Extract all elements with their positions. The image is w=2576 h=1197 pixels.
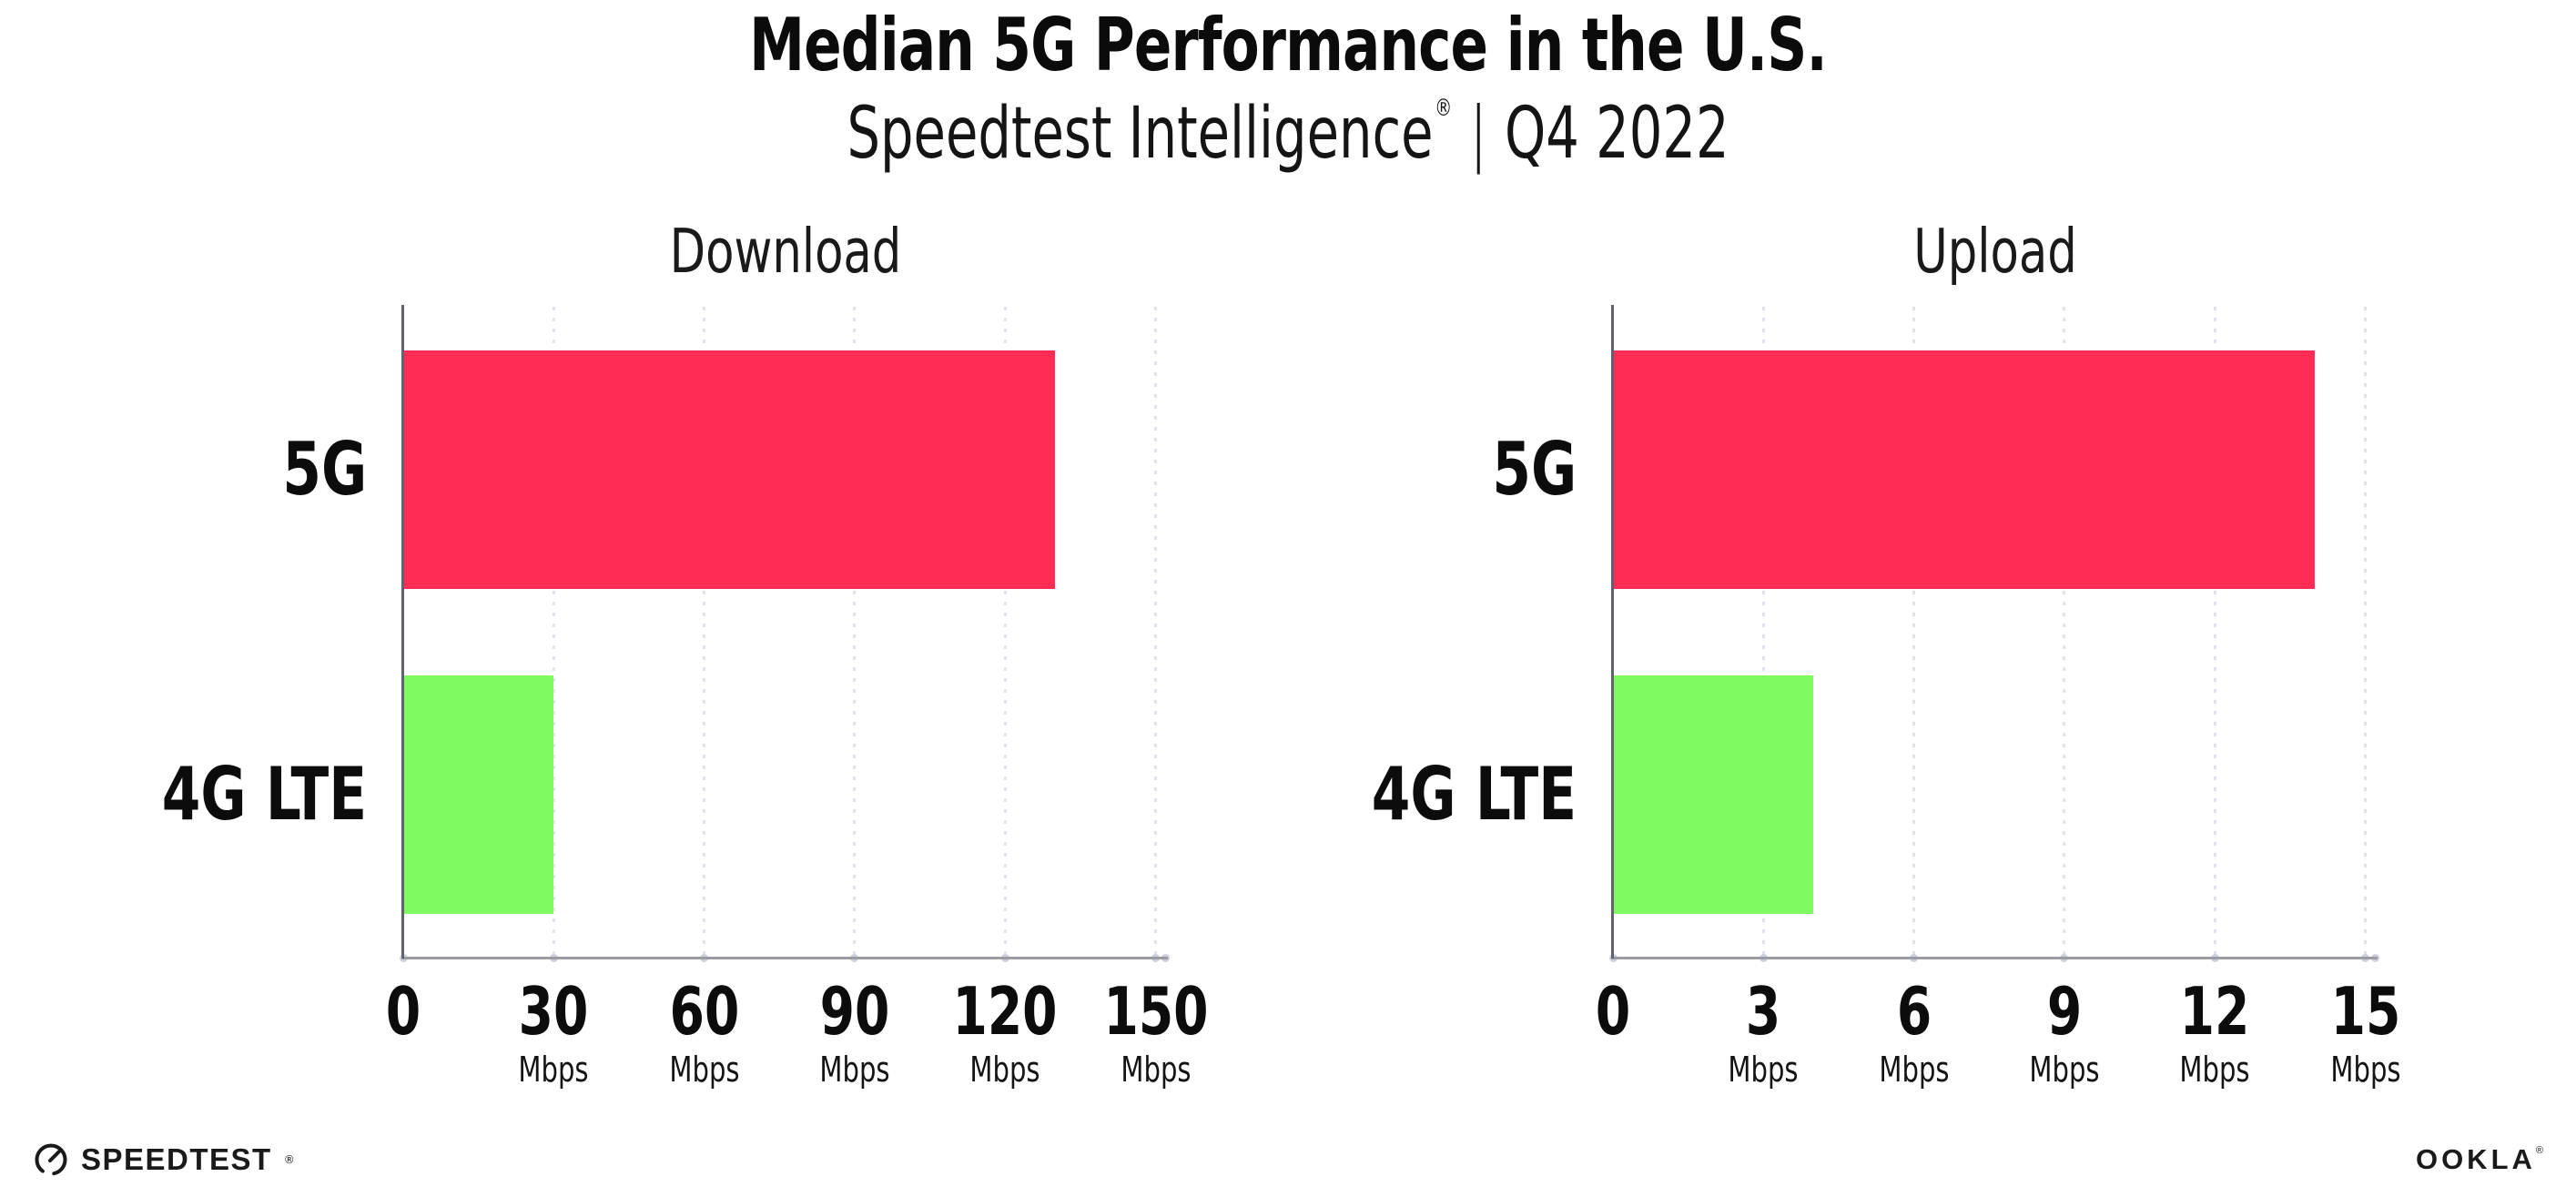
x-tick-unit: Mbps [2179, 1050, 2250, 1090]
gridline-60 [703, 307, 706, 957]
x-tick-value: 150 [1103, 973, 1208, 1050]
x-tick-label-6: 6 Mbps [1821, 979, 2007, 1087]
page-subtitle: Speedtest Intelligence® | Q4 2022 [232, 96, 2345, 169]
x-tick-label-120: 120 Mbps [912, 979, 1098, 1087]
bar-5g-upload [1613, 350, 2316, 589]
gridline-90 [853, 307, 857, 957]
category-label-5g: 5G [1492, 426, 1577, 512]
x-tick-label-0: 0 [1520, 979, 1706, 1044]
x-tick-label-30: 30 Mbps [461, 979, 646, 1087]
x-tick-value: 9 [2046, 973, 2083, 1050]
gridline-120 [1003, 307, 1007, 957]
y-axis [401, 305, 404, 959]
gridline-150 [1154, 307, 1157, 957]
gridline-15 [2364, 307, 2367, 957]
speedtest-gauge-icon [35, 1143, 67, 1176]
upload-plot-area: 0 3 Mbps 6 Mbps 9 Mbps 12 Mbps 15 Mbps 5G 4G LTE [1372, 305, 2400, 1087]
x-tick-label-60: 60 Mbps [612, 979, 797, 1087]
subtitle-separator: | [1468, 93, 1488, 175]
chart-title-download: Download [669, 216, 902, 287]
x-tick-label-0: 0 [310, 979, 496, 1044]
x-tick-value: 3 [1746, 973, 1781, 1050]
x-tick-value: 30 [518, 973, 589, 1050]
x-tick-label-9: 9 Mbps [1972, 979, 2157, 1087]
ookla-registered-mark: ® [2535, 1145, 2543, 1156]
x-tick-value: 15 [2330, 973, 2400, 1050]
x-tick-label-90: 90 Mbps [762, 979, 948, 1087]
x-axis [1611, 957, 2378, 959]
x-tick-unit: Mbps [2329, 1050, 2401, 1090]
ookla-logo: OOKLA® [2416, 1143, 2543, 1176]
chart-title-upload: Upload [1913, 216, 2077, 287]
x-tick-unit: Mbps [819, 1050, 890, 1090]
download-plot-area: 0 30 Mbps 60 Mbps 90 Mbps 120 Mbps 150 Mbps 5G 4G LT… [162, 305, 1208, 1087]
x-tick-value: 6 [1896, 973, 1932, 1050]
gridline-30 [552, 307, 555, 957]
x-tick-unit: Mbps [2029, 1050, 2100, 1090]
x-tick-value: 90 [819, 973, 890, 1050]
x-tick-label-12: 12 Mbps [2122, 979, 2307, 1087]
ookla-logo-text: OOKLA [2415, 1143, 2536, 1175]
x-tick-unit: Mbps [1728, 1050, 1799, 1090]
speedtest-logo: SPEEDTEST ® [33, 1141, 295, 1178]
speedtest-logo-text: SPEEDTEST [81, 1142, 272, 1176]
x-tick-unit: Mbps [1120, 1050, 1192, 1090]
category-label-4g-lte: 4G LTE [161, 751, 367, 837]
bar-4g-lte-upload [1613, 675, 1814, 914]
y-axis [1611, 305, 1614, 959]
x-tick-label-150: 150 Mbps [1063, 979, 1249, 1087]
x-tick-label-3: 3 Mbps [1670, 979, 1856, 1087]
registered-trademark-symbol: ® [1435, 95, 1453, 122]
subtitle-period: Q4 2022 [1504, 93, 1729, 175]
x-tick-unit: Mbps [518, 1050, 589, 1090]
x-tick-value: 0 [1595, 973, 1631, 1050]
x-tick-label-15: 15 Mbps [2273, 979, 2459, 1087]
bar-4g-lte-download [403, 675, 554, 914]
speedtest-registered-mark: ® [283, 1153, 295, 1166]
gridline-6 [1912, 307, 1916, 957]
x-tick-value: 0 [385, 973, 421, 1050]
category-label-5g: 5G [282, 426, 367, 512]
bar-5g-download [403, 350, 1056, 589]
gridline-3 [1761, 307, 1765, 957]
subtitle-brand: Speedtest Intelligence [847, 93, 1434, 175]
page-title: Median 5G Performance in the U.S. [749, 3, 1828, 87]
category-label-4g-lte: 4G LTE [1371, 751, 1577, 837]
x-tick-unit: Mbps [969, 1050, 1040, 1090]
x-tick-unit: Mbps [669, 1050, 740, 1090]
x-axis [401, 957, 1168, 959]
gridline-9 [2063, 307, 2066, 957]
gridline-12 [2213, 307, 2216, 957]
x-tick-value: 120 [952, 973, 1058, 1050]
x-tick-value: 12 [2179, 973, 2250, 1050]
x-tick-unit: Mbps [1879, 1050, 1950, 1090]
x-tick-value: 60 [669, 973, 739, 1050]
